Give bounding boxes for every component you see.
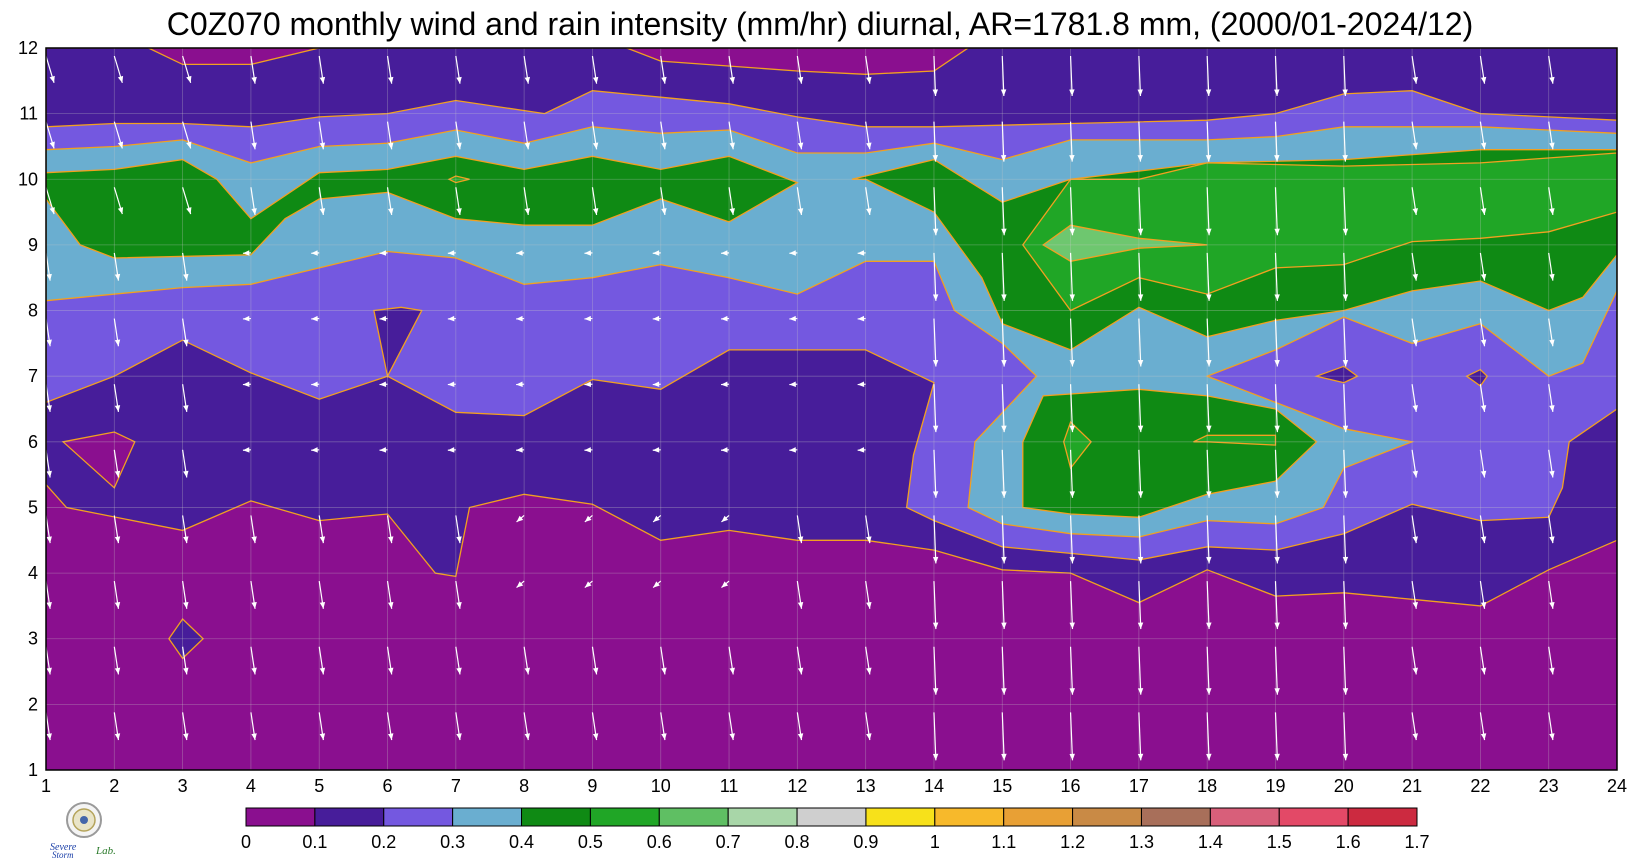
colorbar-box xyxy=(866,808,935,826)
colorbar-box xyxy=(1348,808,1417,826)
colorbar-box xyxy=(728,808,797,826)
colorbar-box xyxy=(935,808,1004,826)
colorbar-box xyxy=(384,808,453,826)
colorbar-box xyxy=(590,808,659,826)
colorbar-label: 0.5 xyxy=(578,832,603,852)
colorbar-label: 1.1 xyxy=(991,832,1016,852)
colorbar-box xyxy=(315,808,384,826)
colorbar-label: 0 xyxy=(241,832,251,852)
colorbar-label: 0.7 xyxy=(716,832,741,852)
logo-lab-text: Lab. xyxy=(95,845,116,857)
colorbar-labels: 0 0.1 0.2 0.3 0.4 0.5 0.6 0.7 0.8 0.9 1 1.1 1.2 1.3 1.… xyxy=(241,832,1430,852)
colorbar-box xyxy=(1073,808,1142,826)
colorbar-box xyxy=(1004,808,1073,826)
colorbar-box xyxy=(1210,808,1279,826)
lab-logo: Severe Storm Lab. xyxy=(48,800,120,858)
colorbar-boxes xyxy=(246,808,1417,826)
colorbar-label: 1.5 xyxy=(1267,832,1292,852)
colorbar-box xyxy=(246,808,315,826)
colorbar-label: 1.7 xyxy=(1404,832,1429,852)
colorbar-label: 0.2 xyxy=(371,832,396,852)
colorbar-box xyxy=(522,808,591,826)
colorbar-label: 1.2 xyxy=(1060,832,1085,852)
colorbar-box xyxy=(1141,808,1210,826)
colorbar-label: 0.9 xyxy=(853,832,878,852)
colorbar-label: 1.4 xyxy=(1198,832,1223,852)
colorbar-box xyxy=(453,808,522,826)
colorbar-box xyxy=(659,808,728,826)
colorbar-label: 1.3 xyxy=(1129,832,1154,852)
logo-storm-text: Storm xyxy=(52,850,74,858)
colorbar-box xyxy=(797,808,866,826)
logo-emblem-icon: Severe Storm Lab. xyxy=(48,800,120,858)
colorbar-label: 0.8 xyxy=(785,832,810,852)
colorbar-label: 0.6 xyxy=(647,832,672,852)
colorbar-label: 0.3 xyxy=(440,832,465,852)
colorbar-label: 0.4 xyxy=(509,832,534,852)
colorbar-box xyxy=(1279,808,1348,826)
colorbar-label: 0.1 xyxy=(302,832,327,852)
colorbar-label: 1 xyxy=(930,832,940,852)
colorbar-label: 1.6 xyxy=(1336,832,1361,852)
